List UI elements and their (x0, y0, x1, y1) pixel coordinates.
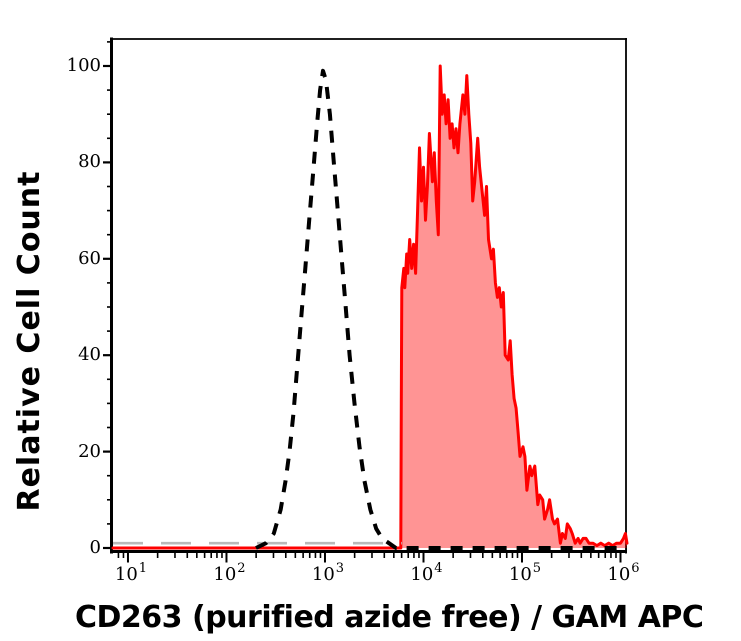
x-axis-title: CD263 (purified azide free) / GAM APC (75, 600, 704, 635)
y-tick-label: 20 (78, 440, 101, 462)
negative-control-curve (255, 68, 627, 550)
x-tick-label: 105 (508, 561, 542, 585)
stained-sample-curve (111, 64, 629, 550)
y-tick-label: 40 (78, 344, 101, 366)
y-tick-label: 80 (78, 151, 101, 173)
x-tick-label: 102 (213, 561, 246, 585)
stained-sample-fill (113, 66, 627, 548)
y-axis-title: Relative Cell Count (12, 170, 47, 512)
x-tick-label: 101 (114, 561, 148, 585)
y-tick-label: 100 (66, 54, 101, 76)
x-tick-label: 103 (311, 561, 345, 585)
x-tick-label: 106 (607, 561, 640, 585)
y-tick-label: 0 (89, 537, 101, 558)
x-tick-label: 104 (410, 561, 443, 585)
y-tick-label: 60 (78, 247, 101, 269)
